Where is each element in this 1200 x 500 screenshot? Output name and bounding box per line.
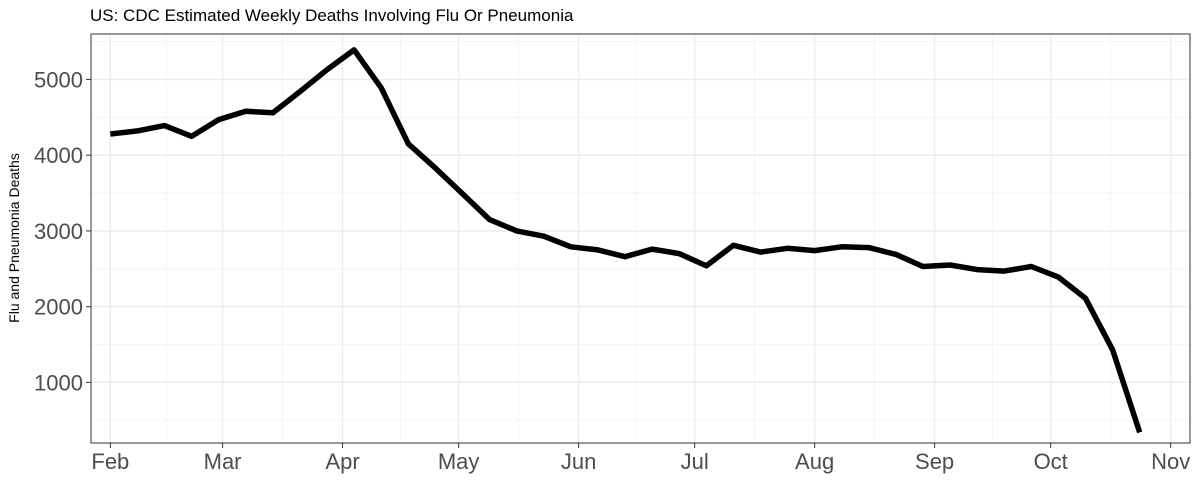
x-tick-label: Mar (204, 449, 242, 474)
data-line-layer (109, 47, 1143, 434)
x-tick-label: Oct (1034, 449, 1068, 474)
x-tick-label: Sep (915, 449, 954, 474)
plot-panel-border (90, 33, 1191, 444)
x-tick-label: Nov (1151, 449, 1190, 474)
y-tick-label: 3000 (34, 219, 83, 244)
x-tick-label: Jun (561, 449, 596, 474)
y-tick-label: 1000 (34, 370, 83, 395)
axis-ticks (86, 78, 1172, 448)
series-line (109, 47, 1143, 434)
y-tick-label: 5000 (34, 67, 83, 92)
x-tick-label: Aug (795, 449, 834, 474)
gridlines (91, 34, 1190, 443)
x-tick-label: Apr (325, 449, 359, 474)
axis-labels: Feb Mar Apr May Jun Jul Aug Sep Oct Nov 1000 2000 30… (34, 67, 1190, 474)
chart-title: US: CDC Estimated Weekly Deaths Involvin… (90, 6, 574, 25)
x-tick-label: May (438, 449, 480, 474)
y-axis-title: Flu and Pneumonia Deaths (6, 153, 22, 323)
x-tick-label: Feb (91, 449, 129, 474)
y-tick-label: 2000 (34, 295, 83, 320)
x-tick-label: Jul (681, 449, 709, 474)
y-tick-label: 4000 (34, 143, 83, 168)
